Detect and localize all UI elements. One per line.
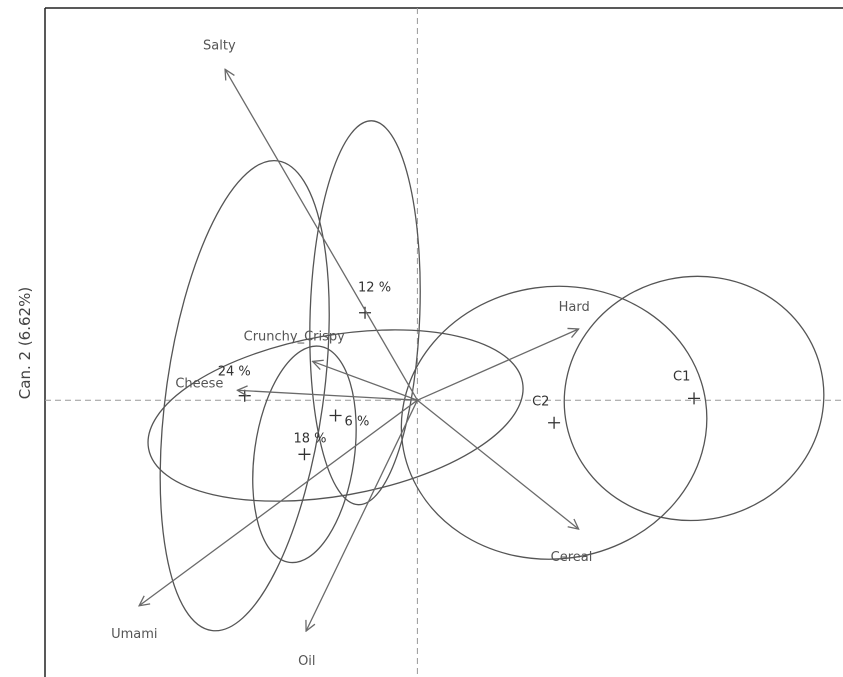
group-centroid-5 — [688, 392, 701, 405]
group-ellipse-0 — [309, 120, 421, 506]
group-centroid-2 — [329, 409, 342, 422]
group-ellipse-5 — [563, 275, 825, 522]
vector-arrow-2 — [416, 399, 578, 529]
group-ellipse-3 — [252, 345, 357, 564]
group-centroid-3 — [298, 448, 311, 461]
group-ellipse-2 — [147, 329, 524, 502]
vector-label-4: Oil — [298, 654, 315, 669]
vector-label-3: Umami — [111, 627, 157, 642]
group-label-4: C2 — [532, 395, 549, 410]
vector-label-0: Salty — [203, 38, 236, 53]
vector-arrow-1 — [417, 329, 578, 401]
group-label-3: 18 % — [293, 431, 326, 446]
vector-arrow-5 — [237, 390, 418, 401]
vector-label-1: Hard — [559, 300, 590, 315]
group-label-5: C1 — [673, 369, 690, 384]
group-centroid-0 — [359, 306, 372, 319]
y-axis-label: Can. 2 (6.62%) — [16, 287, 34, 399]
group-centroid-4 — [548, 416, 561, 429]
vector-label-2: Cereal — [551, 550, 593, 565]
vector-arrow-3 — [139, 399, 418, 606]
group-label-2: 6 % — [345, 415, 370, 430]
group-label-0: 12 % — [358, 281, 391, 296]
group-label-1: 24 % — [218, 365, 251, 380]
vector-arrow-6 — [313, 361, 418, 401]
group-ellipse-4 — [400, 285, 708, 560]
vector-arrow-0 — [225, 69, 418, 401]
vector-label-5: Cheese — [175, 376, 223, 391]
vector-label-6: Crunchy_Crispy — [244, 329, 346, 344]
vector-arrow-4 — [306, 399, 418, 631]
